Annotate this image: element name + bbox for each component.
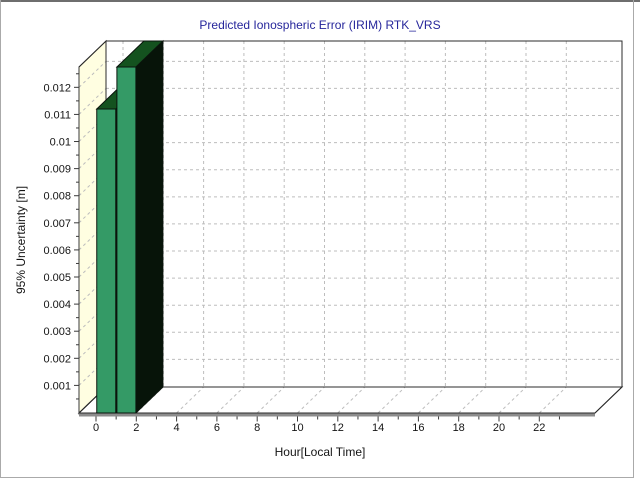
x-tick-label: 12 (332, 422, 344, 434)
floor-grid-line (538, 386, 567, 414)
x-tick-label: 18 (453, 422, 465, 434)
bar-front (96, 108, 117, 414)
y-tick-label: 0.006 (43, 245, 71, 257)
x-tick-label: 10 (291, 422, 303, 434)
x-tick-label: 4 (174, 422, 180, 434)
left-wall-grid-line (78, 60, 107, 88)
x-tick-label: 14 (372, 422, 384, 434)
floor-grid-line (216, 386, 245, 414)
x-tick-label: 0 (93, 422, 99, 434)
y-tick-label: 0.002 (43, 353, 71, 365)
x-tick-label: 2 (133, 422, 139, 434)
floor-grid-line (418, 386, 446, 414)
floor-grid-line (176, 386, 204, 414)
y-axis-title: 95% Uncertainty [m] (14, 186, 28, 294)
floor-grid-line (256, 386, 285, 414)
y-tick-label: 0.012 (43, 82, 71, 94)
y-axis: 0.001 0.002 0.003 0.004 0.005 0.006 0.007 0.008… (43, 67, 80, 415)
y-tick-label: 0.005 (43, 272, 71, 284)
window-border-bottom (0, 477, 634, 478)
left-wall-grid-line (78, 88, 107, 115)
floor-grid-line (458, 386, 487, 414)
window-border-top (0, 0, 640, 2)
bar-front (116, 66, 137, 414)
window-border-left (0, 0, 1, 478)
grid-lines (78, 41, 622, 414)
y-tick-label: 0.003 (43, 326, 71, 338)
chart-title: Predicted Ionospheric Error (IRIM) RTK_V… (199, 18, 440, 32)
x-axis: 0 2 4 6 8 10 12 14 16 18 20 22 (79, 413, 595, 434)
y-tick-label: 0.007 (43, 218, 71, 230)
y-tick-label: 0.001 (43, 380, 71, 392)
floor (77, 386, 624, 414)
bars (95, 39, 165, 415)
y-tick-label: 0.009 (43, 164, 71, 176)
x-tick-label: 6 (214, 422, 220, 434)
x-axis-title: Hour[Local Time] (275, 445, 366, 459)
x-tick-label: 16 (412, 422, 424, 434)
x-tick-label: 20 (493, 422, 505, 434)
x-tick-label: 22 (533, 422, 545, 434)
floor-grid-line (297, 386, 325, 414)
floor-grid-line (337, 386, 366, 414)
floor-grid-line (377, 386, 406, 414)
x-tick-label: 8 (254, 422, 260, 434)
window-border-right (633, 0, 634, 478)
y-tick-label: 0.01 (50, 137, 71, 149)
y-tick-label: 0.008 (43, 191, 71, 203)
floor-grid-line (498, 386, 527, 414)
back-wall (105, 40, 623, 388)
bar-side (135, 39, 164, 415)
y-tick-label: 0.011 (44, 109, 71, 121)
y-tick-label: 0.004 (43, 299, 71, 311)
